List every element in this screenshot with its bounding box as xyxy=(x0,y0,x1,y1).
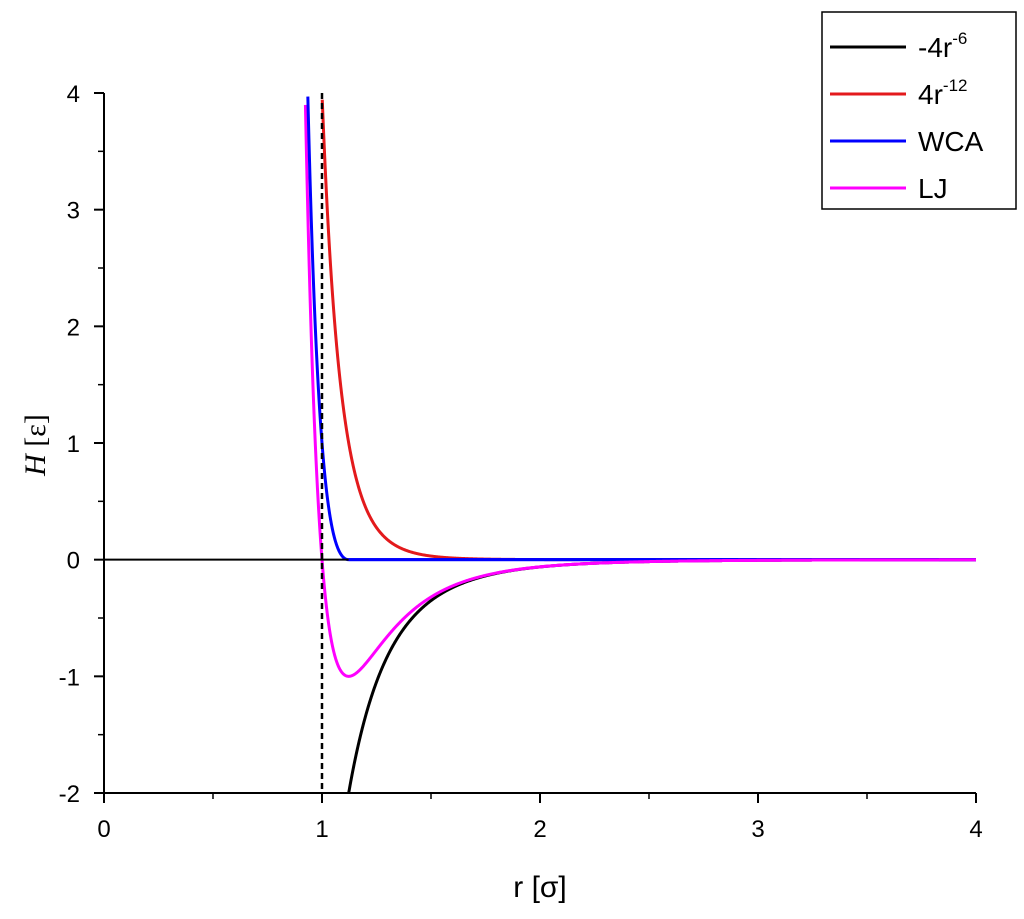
x-tick-label: 1 xyxy=(315,816,328,843)
x-tick-label: 0 xyxy=(97,816,110,843)
legend-label: LJ xyxy=(918,173,948,204)
y-tick-label: 2 xyxy=(67,314,80,341)
y-tick-label: 0 xyxy=(67,548,80,575)
y-tick-label: 3 xyxy=(67,198,80,225)
axes xyxy=(103,93,976,794)
tick-labels: 0 1 2 3 4 -2 -1 0 1 2 3 4 xyxy=(59,81,983,843)
legend-label: 4r-12 xyxy=(918,76,967,110)
legend: -4r-6 4r-12 WCA LJ xyxy=(821,11,1017,210)
x-tick-label: 3 xyxy=(751,816,764,843)
y-tick-label: 1 xyxy=(67,431,80,458)
legend-box xyxy=(821,11,1017,210)
reference-lines xyxy=(104,93,976,793)
x-tick-label: 2 xyxy=(533,816,546,843)
y-tick-label: 4 xyxy=(67,81,80,108)
y-tick-label: -2 xyxy=(59,781,80,808)
y-axis-title: H [ε] xyxy=(19,414,52,477)
x-tick-label: 4 xyxy=(969,816,982,843)
legend-label: -4r-6 xyxy=(918,29,967,63)
series-line-lj-tail xyxy=(496,558,976,575)
x-axis-title: r [σ] xyxy=(513,871,567,904)
y-tick-label: -1 xyxy=(59,664,80,691)
legend-label: WCA xyxy=(918,126,984,157)
